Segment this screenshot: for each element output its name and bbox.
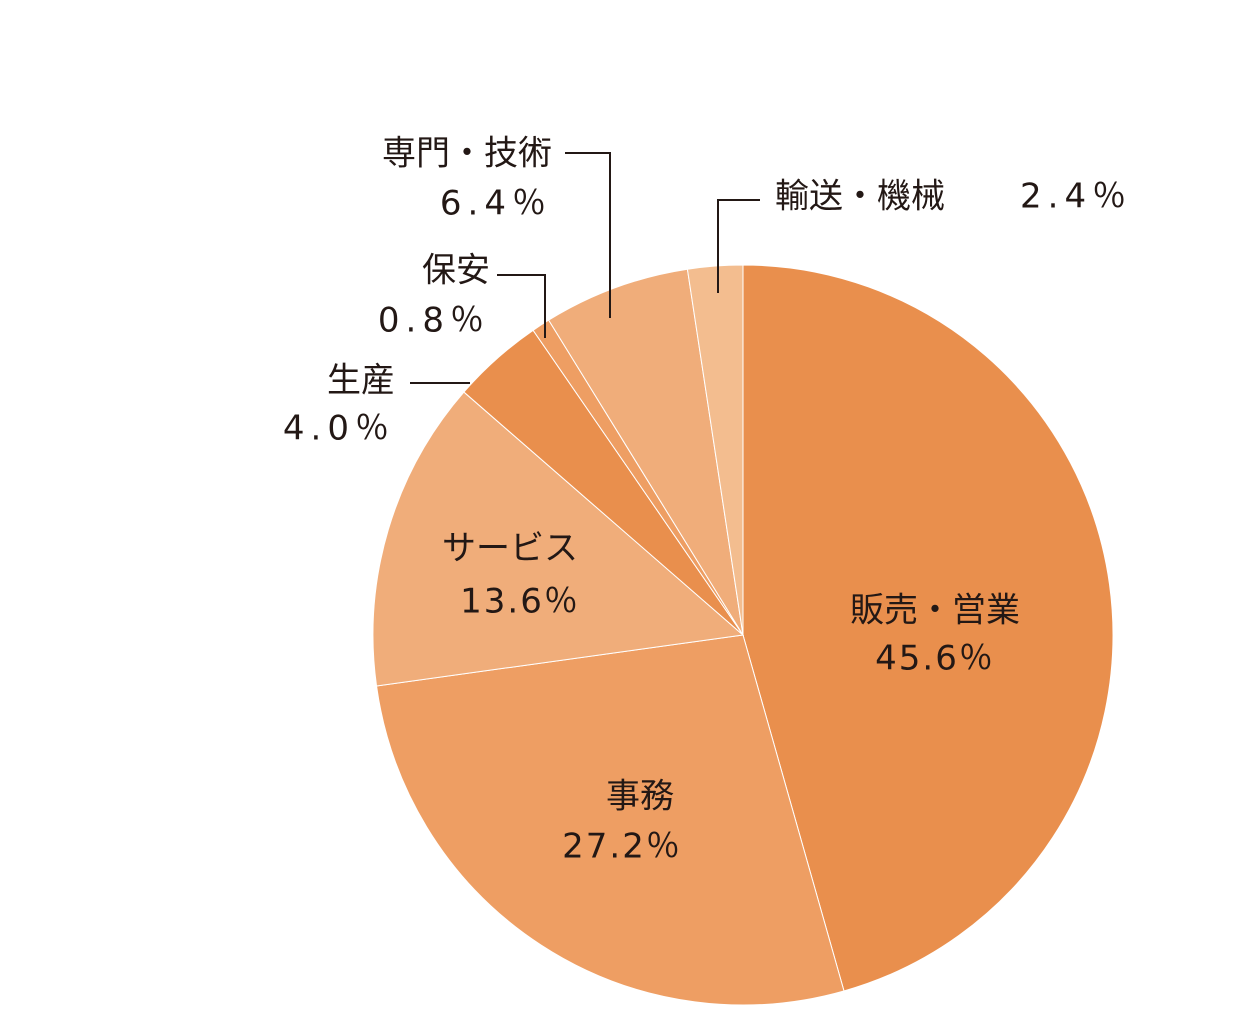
leader-line xyxy=(565,152,611,318)
slice-label: 販売・営業 xyxy=(850,591,1020,631)
value-label: 13.6％ xyxy=(460,582,580,622)
value-label: 0.8％ xyxy=(378,301,490,341)
pie-slice xyxy=(742,264,1114,992)
slice-label: 生産 xyxy=(327,361,395,401)
leader-lines xyxy=(410,152,760,384)
slice-label: 事務 xyxy=(606,777,674,817)
leader-line xyxy=(497,274,546,338)
value-label: 2.4％ xyxy=(1020,177,1132,217)
slice-label: 輸送・機械 xyxy=(775,177,945,217)
pie-slice xyxy=(686,264,744,636)
value-label: 4.0％ xyxy=(283,409,395,449)
leader-line xyxy=(717,199,760,293)
slice-label: 専門・技術 xyxy=(382,134,552,174)
value-label: 27.2％ xyxy=(562,827,682,867)
slice-label: サービス xyxy=(442,529,578,569)
pie-slice xyxy=(372,391,745,687)
pie-slice xyxy=(547,268,744,636)
value-label: 45.6％ xyxy=(875,639,995,679)
value-label: 6.4％ xyxy=(440,184,552,224)
pie-slice xyxy=(375,634,845,1006)
slice-label: 保安 xyxy=(422,251,490,291)
